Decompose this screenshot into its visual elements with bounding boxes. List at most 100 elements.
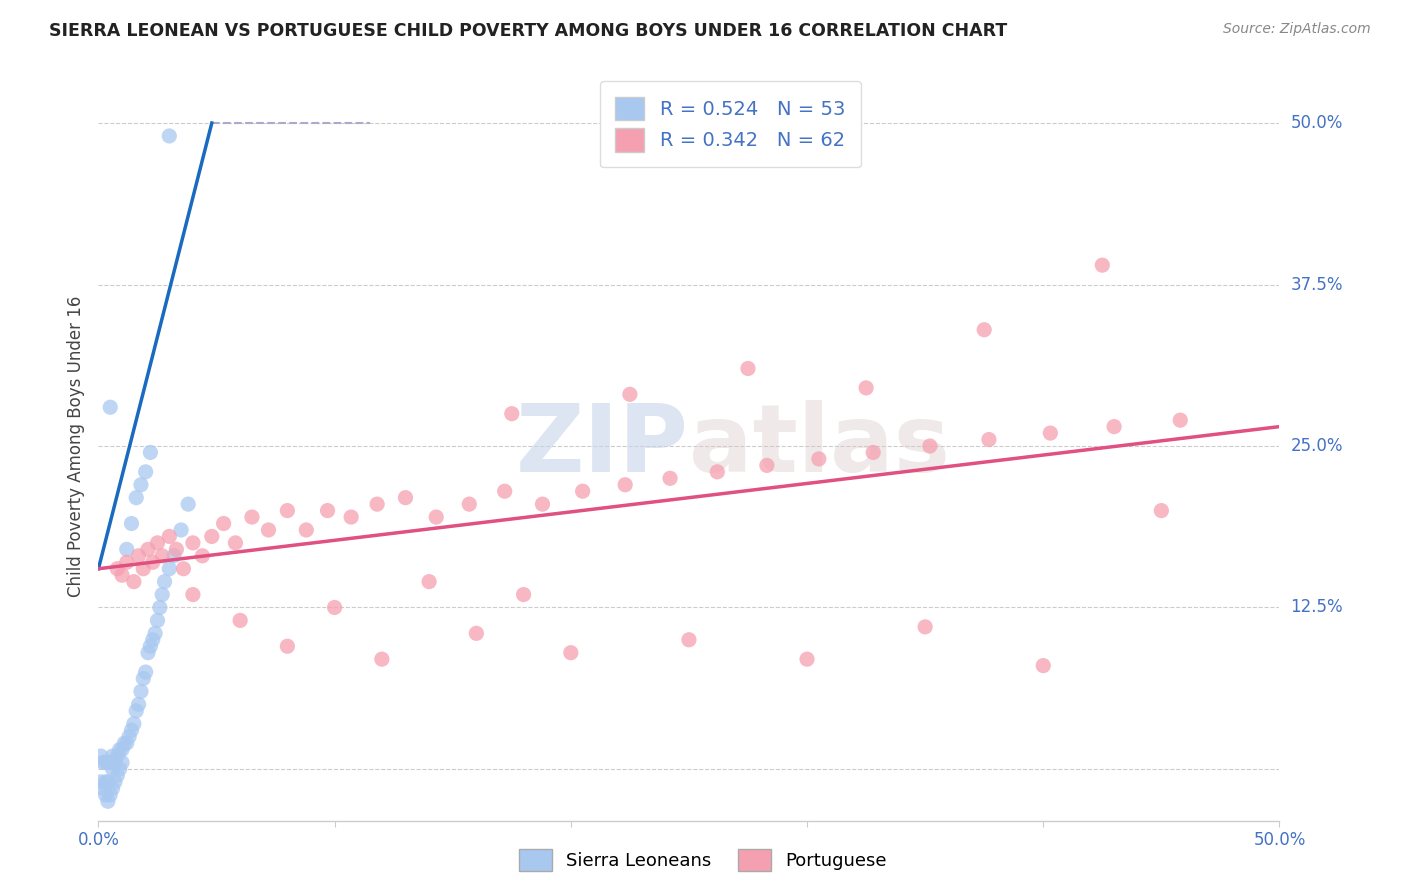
Point xyxy=(132,562,155,576)
Point xyxy=(128,549,150,563)
Point xyxy=(94,756,117,770)
Point xyxy=(914,620,936,634)
Point xyxy=(90,775,112,789)
Point xyxy=(105,768,128,782)
Point xyxy=(139,639,162,653)
Point xyxy=(560,646,582,660)
Point xyxy=(121,723,143,738)
Point xyxy=(855,381,877,395)
Point xyxy=(977,433,1000,447)
Point xyxy=(276,639,298,653)
Point xyxy=(128,698,150,712)
Point xyxy=(755,458,778,473)
Point xyxy=(418,574,440,589)
Point xyxy=(104,775,127,789)
Point xyxy=(149,600,172,615)
Point xyxy=(105,562,128,576)
Text: atlas: atlas xyxy=(689,400,950,492)
Point xyxy=(115,542,138,557)
Point xyxy=(142,555,165,569)
Point xyxy=(224,536,246,550)
Point xyxy=(115,555,138,569)
Point xyxy=(146,614,169,628)
Point xyxy=(1039,426,1062,441)
Point xyxy=(125,491,148,505)
Text: SIERRA LEONEAN VS PORTUGUESE CHILD POVERTY AMONG BOYS UNDER 16 CORRELATION CHART: SIERRA LEONEAN VS PORTUGUESE CHILD POVER… xyxy=(49,22,1008,40)
Point xyxy=(157,128,180,143)
Point xyxy=(201,529,224,543)
Point xyxy=(157,529,180,543)
Point xyxy=(170,523,193,537)
Point xyxy=(97,756,120,770)
Point xyxy=(340,510,363,524)
Point xyxy=(97,775,120,789)
Point xyxy=(1168,413,1191,427)
Point xyxy=(125,704,148,718)
Point xyxy=(104,756,127,770)
Point xyxy=(111,742,134,756)
Point xyxy=(143,626,166,640)
Point xyxy=(132,672,155,686)
Point xyxy=(501,407,523,421)
Point xyxy=(108,762,131,776)
Point xyxy=(108,742,131,756)
Point xyxy=(111,756,134,770)
Point xyxy=(862,445,884,459)
Point xyxy=(112,736,135,750)
Point xyxy=(115,736,138,750)
Point xyxy=(98,788,121,802)
Point xyxy=(678,632,700,647)
Point xyxy=(94,788,117,802)
Point xyxy=(153,574,176,589)
Point xyxy=(706,465,728,479)
Legend: R = 0.524   N = 53, R = 0.342   N = 62: R = 0.524 N = 53, R = 0.342 N = 62 xyxy=(600,81,860,168)
Point xyxy=(129,477,152,491)
Point xyxy=(737,361,759,376)
Point xyxy=(531,497,554,511)
Point xyxy=(105,749,128,764)
Point xyxy=(122,716,145,731)
Point xyxy=(316,503,339,517)
Point xyxy=(1032,658,1054,673)
Point xyxy=(94,775,117,789)
Point xyxy=(98,401,121,415)
Point xyxy=(796,652,818,666)
Point xyxy=(425,510,447,524)
Point xyxy=(276,503,298,517)
Point xyxy=(157,562,180,576)
Point xyxy=(142,632,165,647)
Point xyxy=(136,646,159,660)
Point xyxy=(191,549,214,563)
Legend: Sierra Leoneans, Portuguese: Sierra Leoneans, Portuguese xyxy=(512,842,894,879)
Point xyxy=(295,523,318,537)
Text: 37.5%: 37.5% xyxy=(1291,276,1343,293)
Point xyxy=(121,516,143,531)
Point xyxy=(101,781,124,796)
Point xyxy=(512,588,534,602)
Point xyxy=(659,471,682,485)
Point xyxy=(135,665,157,679)
Point xyxy=(918,439,941,453)
Y-axis label: Child Poverty Among Boys Under 16: Child Poverty Among Boys Under 16 xyxy=(66,295,84,597)
Point xyxy=(129,684,152,698)
Point xyxy=(91,781,114,796)
Point xyxy=(146,536,169,550)
Point xyxy=(323,600,346,615)
Point xyxy=(172,562,194,576)
Point xyxy=(465,626,488,640)
Point xyxy=(181,536,204,550)
Point xyxy=(458,497,481,511)
Point xyxy=(257,523,280,537)
Point xyxy=(136,542,159,557)
Point xyxy=(240,510,263,524)
Point xyxy=(571,484,593,499)
Point xyxy=(394,491,416,505)
Point xyxy=(494,484,516,499)
Text: 50.0%: 50.0% xyxy=(1291,114,1343,132)
Point xyxy=(1091,258,1114,272)
Point xyxy=(111,568,134,582)
Point xyxy=(101,762,124,776)
Point xyxy=(90,749,112,764)
Point xyxy=(614,477,637,491)
Point xyxy=(807,451,830,466)
